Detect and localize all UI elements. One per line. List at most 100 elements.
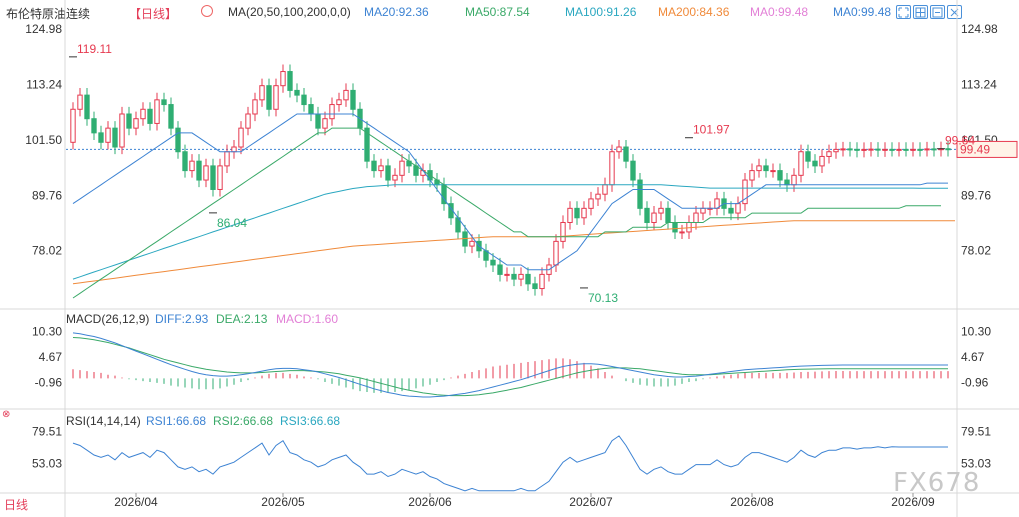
candle-body — [119, 113, 125, 148]
candle-body — [161, 99, 167, 106]
candle-body — [693, 212, 699, 223]
candle-body — [791, 174, 797, 186]
candle-body — [511, 273, 517, 280]
price-tick-left: 113.24 — [26, 78, 62, 92]
candle-body — [826, 151, 832, 157]
candle-body — [147, 108, 153, 124]
candle-body — [735, 203, 741, 214]
rsi-tick-right: 79.51 — [961, 425, 991, 439]
x-axis-label: 2026/09 — [891, 495, 935, 509]
instrument-title: 布伦特原油连续 — [6, 7, 91, 21]
candle-body — [868, 148, 874, 151]
candle-body — [588, 198, 594, 209]
candle-body — [861, 148, 867, 151]
expand-icon[interactable] — [896, 5, 911, 19]
candle-body — [70, 108, 76, 143]
candle-body — [133, 118, 139, 129]
dea-line — [72, 337, 948, 397]
candle-body — [539, 273, 545, 290]
candle-body — [385, 165, 391, 181]
close-icon[interactable] — [947, 5, 962, 19]
candle-body — [504, 273, 510, 276]
collapse-icon[interactable] — [930, 5, 945, 19]
candle-body — [602, 184, 608, 195]
candle-body — [182, 151, 188, 172]
rsi-tick-left: 79.51 — [32, 425, 62, 439]
candle-body — [378, 165, 384, 172]
price-tick-left: 78.02 — [32, 244, 62, 258]
macd-diff: DIFF:2.93 — [155, 312, 209, 326]
candle-body — [742, 179, 748, 205]
candle-body — [98, 132, 104, 143]
candle-body — [518, 273, 524, 280]
candle-body — [469, 240, 475, 247]
price-tick-left: 124.98 — [25, 22, 62, 36]
grid-icon[interactable] — [913, 5, 928, 19]
candle-body — [126, 113, 132, 129]
candle-body — [497, 264, 503, 275]
candle-body — [336, 99, 342, 106]
ma50-value: MA50:87.54 — [465, 5, 530, 19]
x-axis-label: 2026/06 — [408, 495, 452, 509]
candle-body — [140, 108, 146, 120]
ma100-line — [72, 184, 948, 280]
macd-tick-right: 10.30 — [961, 325, 991, 339]
candle-body — [630, 160, 636, 181]
ma-label: MA(20,50,100,200,0,0) — [228, 5, 351, 19]
candle-body — [875, 148, 881, 151]
candle-body — [343, 89, 349, 101]
ma20-line — [72, 113, 948, 271]
candle-body — [560, 221, 566, 242]
candle-body — [672, 221, 678, 233]
candle-body — [784, 179, 790, 186]
candle-body — [210, 165, 216, 190]
candle-body — [399, 160, 405, 176]
candle-body — [224, 151, 230, 167]
price-tick-right: 113.24 — [961, 78, 997, 92]
annotation-label: 99.64 — [945, 134, 975, 148]
candle-body — [350, 89, 356, 110]
candle-body — [252, 99, 258, 115]
ma200-value: MA200:84.36 — [658, 5, 730, 19]
price-tick-right: 89.76 — [961, 188, 991, 202]
candle-body — [798, 151, 804, 176]
annotation-label: 70.13 — [588, 291, 618, 305]
candle-body — [84, 94, 90, 120]
candle-body — [294, 89, 300, 96]
macd-tick-left: 10.30 — [32, 325, 62, 339]
candle-body — [287, 71, 293, 91]
ma50-line — [72, 127, 941, 299]
candle-body — [175, 127, 181, 153]
annotation-label: 101.97 — [693, 123, 730, 137]
candle-body — [812, 160, 818, 167]
candle-body — [805, 151, 811, 162]
candle-body — [819, 155, 825, 167]
rsi-line — [72, 435, 948, 492]
rsi-tick-left: 53.03 — [32, 456, 62, 470]
x-axis-label: 2026/07 — [569, 495, 613, 509]
gear-icon[interactable] — [201, 5, 213, 17]
candle-body — [917, 148, 923, 151]
candle-body — [77, 94, 83, 110]
candle-body — [490, 259, 496, 266]
macd-dea: DEA:2.13 — [216, 312, 268, 326]
candle-body — [644, 207, 650, 223]
price-tick-left: 89.76 — [32, 188, 62, 202]
candle-body — [833, 148, 839, 153]
rsi-tick-right: 53.03 — [961, 456, 991, 470]
period-button[interactable]: 日线 — [4, 498, 29, 512]
candle-body — [364, 127, 370, 162]
candle-body — [91, 118, 97, 134]
candle-body — [189, 160, 195, 172]
candle-body — [245, 113, 251, 129]
candle-body — [371, 160, 377, 172]
candle-body — [105, 127, 111, 143]
candle-body — [658, 207, 664, 214]
candle-body — [196, 160, 202, 181]
candle-body — [896, 148, 902, 151]
candle-body — [910, 148, 916, 151]
annotation-label: 119.11 — [77, 42, 112, 56]
candle-body — [763, 165, 769, 172]
candle-body — [770, 170, 776, 173]
period-tag[interactable]: 【日线】 — [129, 7, 178, 21]
